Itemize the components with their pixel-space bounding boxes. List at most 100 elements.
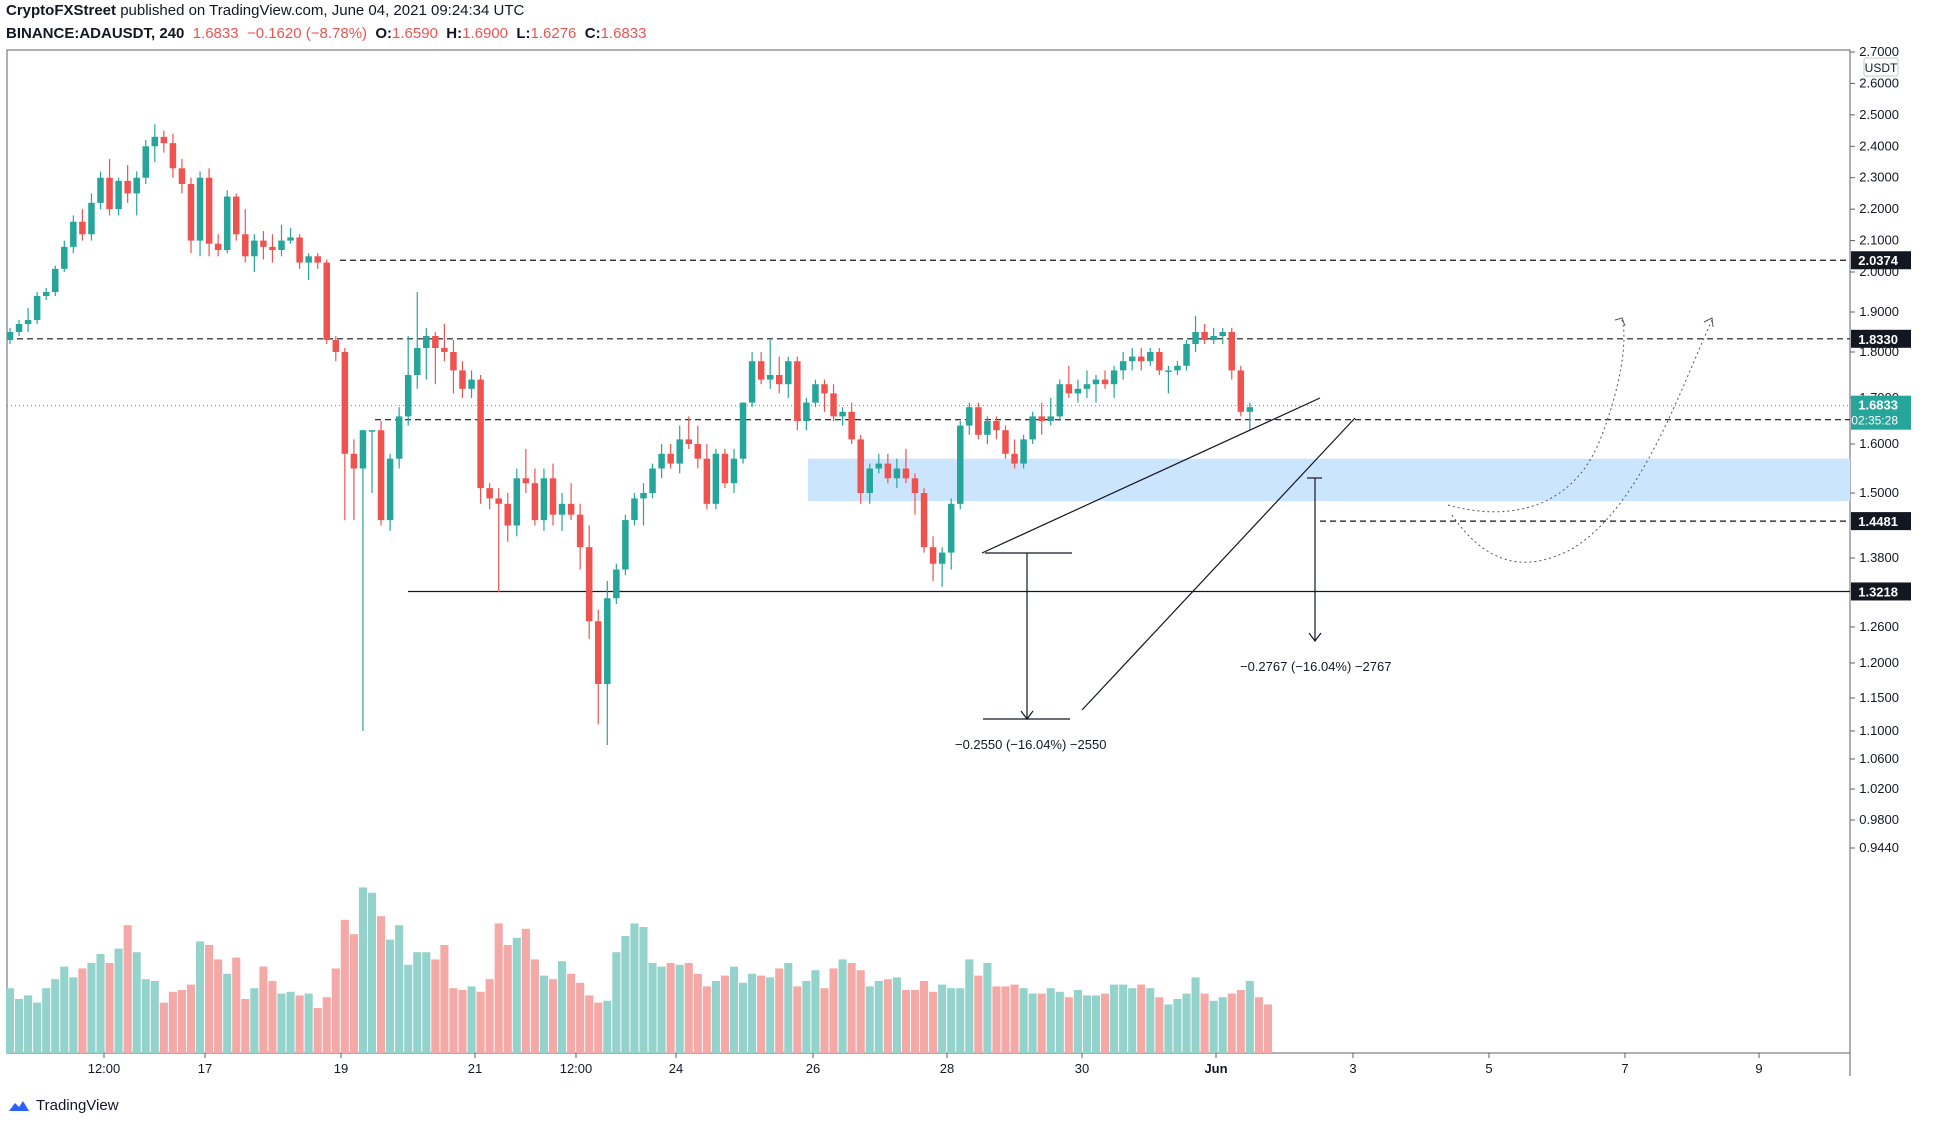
candle-body — [423, 336, 430, 348]
projected-path-2-arrowhead — [1703, 317, 1714, 328]
candle-body — [1210, 336, 1217, 340]
volume-bar — [1101, 993, 1110, 1053]
candle-body — [386, 458, 394, 521]
x-tick-label: Jun — [1204, 1061, 1227, 1076]
candle-body — [124, 180, 131, 194]
candle-body — [1056, 384, 1064, 417]
candle-body — [15, 324, 23, 332]
y-tick-label: 1.2000 — [1859, 655, 1899, 670]
x-tick-label: 5 — [1485, 1061, 1492, 1076]
candle-body — [585, 547, 593, 622]
volume-bar — [1001, 986, 1010, 1053]
candle-body — [902, 468, 910, 479]
volume-bar — [1037, 993, 1046, 1053]
candle-body — [169, 143, 177, 169]
candle-body — [142, 146, 149, 178]
volume-bar — [1137, 984, 1146, 1053]
candle-body — [377, 430, 385, 521]
volume-bar — [648, 963, 657, 1053]
volume-bar — [766, 977, 775, 1053]
y-tick-label: 2.4000 — [1859, 138, 1899, 153]
volume-bar — [965, 959, 974, 1053]
candle-body — [757, 361, 765, 380]
open-label: O: — [375, 25, 393, 42]
volume-bar — [883, 979, 892, 1053]
x-tick-label: 30 — [1075, 1061, 1089, 1076]
candle-body — [748, 361, 756, 403]
y-tick-label: 2.2000 — [1859, 201, 1899, 216]
volume-bar — [313, 1008, 322, 1053]
volume-bar — [395, 925, 404, 1053]
volume-bar — [494, 923, 503, 1053]
volume-bar — [811, 970, 820, 1053]
y-tick-label: 1.9000 — [1859, 304, 1899, 319]
y-tick-label: 1.0200 — [1859, 781, 1899, 796]
volume-bar — [69, 977, 78, 1053]
candle-body — [33, 296, 41, 320]
volume-bar — [186, 984, 196, 1053]
candle-body — [1092, 379, 1100, 385]
price-change: −0.1620 (−8.78%) — [246, 25, 368, 42]
ohlc-legend: BINANCE:ADAUSDT, 240 1.6833 −0.1620 (−8.… — [6, 25, 646, 42]
level-price-text: 1.3218 — [1858, 584, 1898, 599]
volume-bar — [51, 979, 60, 1053]
candle-body — [866, 468, 873, 493]
volume-bar — [974, 975, 983, 1053]
candle-body — [920, 493, 928, 548]
volume-bar — [856, 970, 865, 1053]
volume-bar — [992, 986, 1001, 1053]
candle-body — [468, 379, 475, 389]
candle-body — [893, 468, 901, 479]
candle-body — [477, 379, 484, 489]
candle-body — [1119, 361, 1127, 371]
volume-bar — [485, 979, 494, 1053]
low-value: 1.6276 — [530, 25, 577, 42]
volume-bar — [1091, 995, 1101, 1053]
high-value: 1.6900 — [462, 25, 508, 42]
candle-body — [287, 237, 294, 241]
volume-bar — [232, 957, 241, 1053]
candle-body — [1138, 356, 1145, 362]
volume-bar — [983, 963, 992, 1053]
candle-body — [6, 332, 14, 340]
volume-bar — [829, 968, 838, 1053]
candle-body — [1047, 416, 1054, 421]
candle-body — [712, 453, 720, 504]
candle-body — [676, 439, 683, 464]
y-tick-label: 0.9800 — [1859, 812, 1899, 827]
volume-bar — [530, 959, 539, 1053]
candle-body — [24, 320, 32, 324]
y-tick-label: 1.5000 — [1859, 485, 1899, 500]
candle-body — [595, 621, 602, 684]
candle-body — [260, 240, 267, 247]
volume-bar — [467, 986, 476, 1053]
volume-bar — [114, 948, 123, 1053]
volume-bar — [1263, 1004, 1272, 1053]
y-tick-label: 2.6000 — [1859, 75, 1899, 90]
x-tick-label: 21 — [468, 1061, 482, 1076]
level-price-label — [1851, 512, 1911, 531]
volume-bar — [666, 963, 675, 1053]
tradingview-footer: TradingView — [8, 1097, 119, 1114]
candle-body — [269, 246, 276, 250]
candle-body — [567, 503, 575, 515]
currency-badge — [1863, 57, 1899, 77]
volume-bar — [603, 1000, 612, 1053]
projected-path-1 — [1447, 319, 1625, 513]
volume-bar — [847, 963, 856, 1053]
x-tick-label: 3 — [1349, 1061, 1356, 1076]
y-tick-label: 0.9440 — [1859, 840, 1899, 855]
volume-bar — [1028, 993, 1037, 1053]
candle-body — [830, 393, 837, 417]
volume-bar — [1209, 1000, 1218, 1053]
candle-body — [1065, 384, 1073, 394]
candle-body — [839, 411, 846, 417]
volume-bar — [757, 975, 766, 1053]
candle-body — [1147, 352, 1154, 362]
candle-body — [1228, 332, 1235, 371]
candle-body — [531, 483, 539, 521]
candle-body — [1002, 430, 1009, 454]
volume-bar — [1010, 984, 1019, 1053]
candle-body — [785, 361, 792, 385]
